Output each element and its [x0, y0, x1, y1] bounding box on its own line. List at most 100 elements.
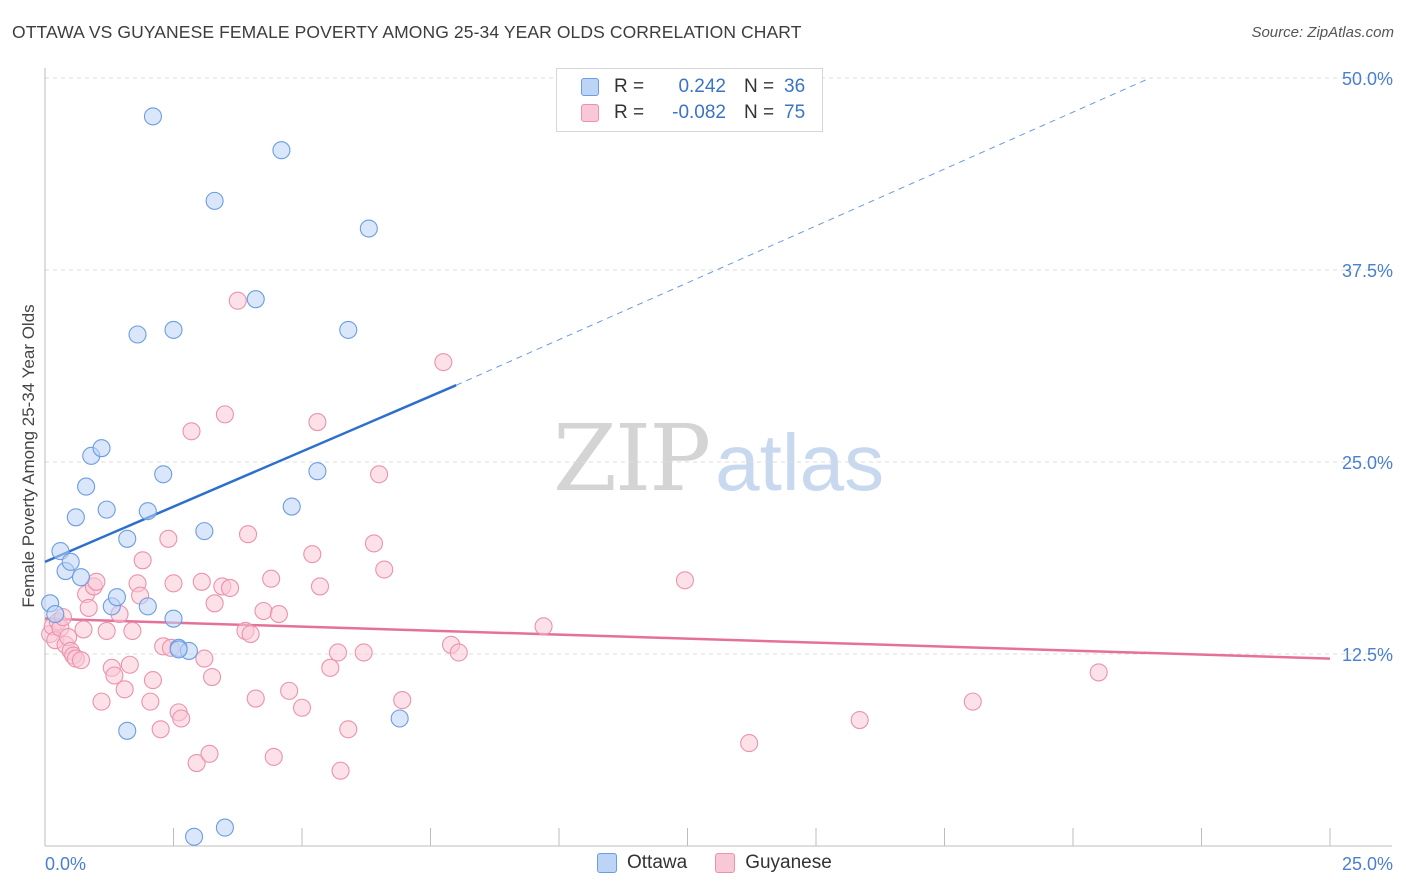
ottawa-point [71, 568, 91, 587]
guyanese-point [675, 571, 694, 590]
ottawa-point [138, 502, 157, 521]
ottawa-point [92, 439, 111, 458]
ottawa-point [272, 141, 291, 160]
guyanese-point [850, 710, 869, 730]
ottawa-trend-line [44, 384, 457, 563]
guyanese-point [115, 680, 134, 699]
ottawa-point [164, 609, 183, 628]
tick-labels: 12.5% 25.0% 37.5% 50.0% 0.0% 25.0% [45, 69, 1393, 874]
guyanese-point [264, 747, 283, 766]
guyanese-point [79, 598, 98, 617]
guyanese-point [220, 578, 240, 598]
ottawa-point [195, 522, 214, 541]
ottawa-legend-label: Ottawa [627, 852, 688, 873]
guyanese-point [339, 720, 358, 739]
x-tick-label: 25.0% [1342, 854, 1393, 874]
guyanese-point [1089, 663, 1108, 682]
guyanese-point [238, 525, 258, 544]
ottawa-point [46, 605, 65, 624]
n-value: 75 [784, 102, 806, 123]
guyanese-point [393, 691, 412, 710]
r-label: R = [614, 102, 645, 123]
guyanese-point [280, 681, 299, 700]
guyanese-point [192, 572, 211, 591]
ottawa-point [61, 552, 80, 571]
chart-title: OTTAWA VS GUYANESE FEMALE POVERTY AMONG … [12, 22, 802, 42]
y-tick-label: 25.0% [1342, 453, 1393, 473]
guyanese-point [141, 692, 160, 711]
guyanese-point [182, 422, 201, 441]
n-value: 36 [784, 76, 806, 97]
guyanese-point [354, 643, 373, 662]
ottawa-point [308, 462, 327, 481]
guyanese-point [123, 621, 142, 641]
ottawa-trend-extension [455, 77, 1151, 386]
guyanese-legend-label: Guyanese [745, 852, 832, 873]
n-label: N = [744, 76, 775, 97]
guyanese-point [303, 545, 322, 564]
guyanese-point [92, 692, 111, 711]
guyanese-point [375, 560, 394, 579]
guyanese-point [97, 621, 116, 641]
source-credit: Source: ZipAtlas.com [1251, 24, 1394, 41]
ottawa-point [169, 640, 188, 659]
ottawa-point [164, 320, 183, 339]
guyanese-point [87, 572, 106, 591]
guyanese-point [963, 692, 982, 711]
guyanese-point [740, 734, 759, 753]
guyanese-point [262, 569, 281, 588]
guyanese-point [328, 643, 348, 662]
guyanese-point [449, 643, 468, 662]
ottawa-point [97, 500, 116, 519]
guyanese-point [254, 601, 273, 621]
guyanese-point [370, 465, 389, 484]
ottawa-point [128, 325, 147, 344]
guyanese-point [310, 577, 330, 596]
guyanese-point [434, 353, 453, 372]
guyanese-point [269, 605, 288, 624]
legend-item-guyanese[interactable]: Guyanese [715, 852, 832, 874]
guyanese-point [205, 594, 224, 613]
ottawa-point [205, 191, 224, 210]
guyanese-point [228, 291, 247, 310]
ottawa-point [215, 818, 234, 837]
legend-row-guyanese: R = -0.082 N = 75 [581, 100, 805, 126]
guyanese-swatch [581, 104, 599, 122]
guyanese-point [241, 624, 260, 644]
ottawa-point [77, 477, 96, 496]
guyanese-point [203, 667, 222, 687]
legend-row-ottawa: R = 0.242 N = 36 [581, 74, 805, 100]
ottawa-legend-swatch [597, 853, 617, 873]
ottawa-point [185, 827, 204, 846]
ottawa-point [282, 497, 301, 516]
grid [45, 77, 1390, 655]
legend-item-ottawa[interactable]: Ottawa [597, 852, 687, 874]
ottawa-point [107, 588, 127, 607]
guyanese-point [534, 617, 553, 636]
y-tick-label: 50.0% [1342, 69, 1393, 89]
trend-lines [44, 77, 1331, 660]
ottawa-point [359, 219, 378, 238]
ottawa-point [143, 107, 162, 126]
guyanese-point [187, 754, 206, 773]
guyanese-point [195, 649, 214, 668]
ottawa-swatch [581, 78, 599, 96]
correlation-legend: R = 0.242 N = 36 R = -0.082 N = 75 [556, 68, 823, 132]
y-tick-label: 12.5% [1342, 645, 1393, 665]
guyanese-point [364, 534, 384, 553]
data-points [41, 107, 1108, 846]
ottawa-point [138, 597, 157, 616]
ottawa-point [118, 721, 137, 740]
guyanese-legend-swatch [715, 853, 736, 873]
guyanese-point [215, 405, 234, 424]
watermark-zip: ZIP [553, 405, 711, 512]
ottawa-point [154, 465, 173, 484]
guyanese-point [321, 658, 340, 677]
guyanese-point [133, 551, 152, 570]
x-tick-label: 0.0% [45, 854, 86, 874]
axes [44, 68, 1392, 847]
guyanese-point [74, 620, 93, 639]
ottawa-point [118, 529, 137, 548]
guyanese-point [159, 529, 178, 548]
